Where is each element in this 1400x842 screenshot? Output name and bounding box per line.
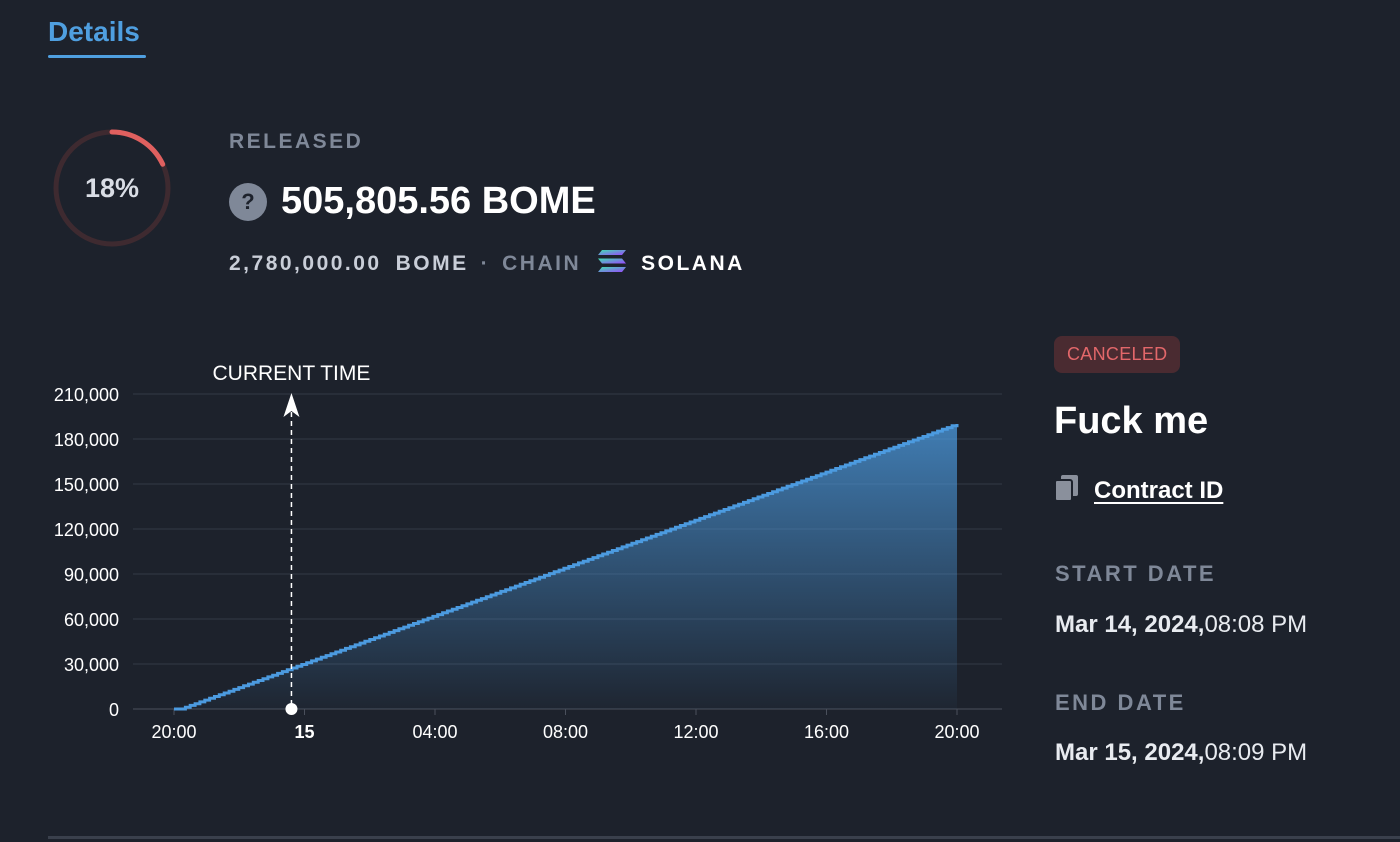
released-label: RELEASED: [229, 130, 364, 153]
contract-row: Contract ID: [1054, 474, 1223, 507]
tab-details[interactable]: Details: [48, 16, 140, 47]
stream-title: Fuck me: [1054, 400, 1209, 442]
release-area: [174, 424, 957, 709]
total-amount: 2,780,000.00: [229, 252, 382, 275]
help-icon[interactable]: ?: [229, 182, 267, 221]
contract-id-link[interactable]: Contract ID: [1094, 476, 1224, 504]
separator-dot: ·: [480, 252, 491, 275]
current-time-marker: CURRENT TIME: [212, 362, 370, 715]
current-time-label: CURRENT TIME: [212, 362, 370, 385]
token-symbol: BOME: [395, 252, 469, 275]
end-date-label: END DATE: [1055, 690, 1186, 715]
current-time-arrow-icon: [283, 393, 300, 417]
progress-percent: 18%: [84, 172, 140, 203]
x-tick-label: 20:00: [151, 722, 196, 742]
y-tick-label: 210,000: [54, 385, 119, 405]
y-tick-label: 30,000: [64, 655, 119, 675]
x-axis-labels: 20:00 15 04:00 08:00 12:00 16:00 20:00: [151, 709, 980, 742]
end-time: 08:09 PM: [1204, 739, 1308, 766]
release-line: [174, 424, 959, 711]
solana-icon: [597, 249, 627, 279]
x-tick-label: 04:00: [412, 722, 457, 742]
x-tick-label: 08:00: [543, 722, 588, 742]
tab-active-indicator: [48, 55, 146, 58]
chain-name: SOLANA: [641, 252, 745, 275]
progress-ring-fill: [53, 129, 171, 247]
start-time: 08:08 PM: [1204, 611, 1308, 638]
released-progress-ring: 18%: [52, 128, 172, 248]
x-tick-label: 20:00: [934, 722, 979, 742]
y-tick-label: 0: [109, 700, 119, 720]
y-tick-label: 150,000: [54, 475, 119, 495]
current-time-dot: [285, 703, 298, 715]
x-tick-label: 15: [294, 722, 314, 742]
copy-icon[interactable]: [1054, 474, 1080, 507]
bottom-divider: [48, 836, 1400, 839]
released-amount: 505,805.56 BOME: [281, 180, 596, 222]
released-amount-row: ? 505,805.56 BOME: [229, 180, 596, 223]
status-badge: CANCELED: [1054, 336, 1181, 373]
chain-label: CHAIN: [502, 252, 582, 275]
start-date-value: Mar 14, 2024,08:08 PM: [1055, 611, 1307, 639]
x-tick-label: 16:00: [804, 722, 849, 742]
stream-summary-row: 2,780,000.00 BOME · CHAIN SOLANA: [229, 249, 745, 279]
x-tick-label: 12:00: [673, 722, 718, 742]
start-date: Mar 14, 2024,: [1055, 611, 1205, 638]
end-date: Mar 15, 2024,: [1055, 739, 1205, 766]
end-date-value: Mar 15, 2024,08:09 PM: [1055, 739, 1307, 767]
y-tick-label: 60,000: [64, 610, 119, 630]
y-tick-label: 90,000: [64, 565, 119, 585]
release-chart: 0 30,000 60,000 90,000 120,000 150,000 180,000…: [54, 362, 1002, 742]
y-axis-labels: 0 30,000 60,000 90,000 120,000 150,000 180,000…: [54, 385, 119, 720]
y-tick-label: 180,000: [54, 430, 119, 450]
start-date-label: START DATE: [1055, 561, 1217, 586]
y-tick-label: 120,000: [54, 520, 119, 540]
